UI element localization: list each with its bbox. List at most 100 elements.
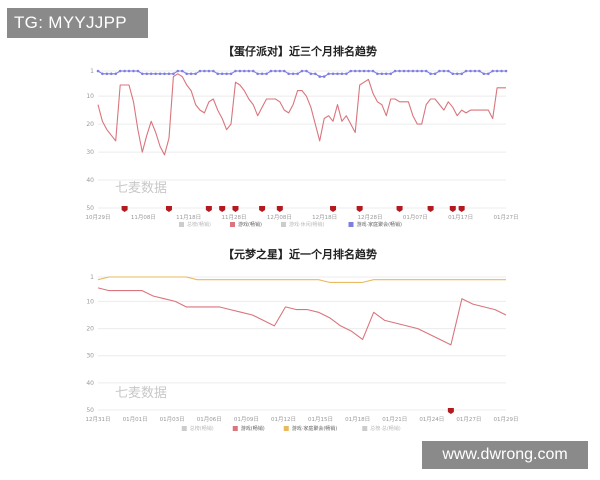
series-point [322,75,326,78]
series-point [389,72,392,76]
series-point [114,72,118,76]
series-point [176,69,180,73]
y-tick-label: 10 [86,93,94,100]
series-point [442,69,446,73]
y-tick-label: 20 [86,326,94,333]
site-watermark: www.dwrong.com [422,441,588,469]
event-marker [165,206,172,212]
x-tick-label: 11月28日 [222,214,247,221]
legend-swatch [230,222,235,227]
series-point [429,72,432,76]
chart-2-brand-watermark: 七麦数据 [115,386,167,401]
legend-label: 游戏(畅销) [238,221,262,228]
series-point [154,72,157,76]
series-point [486,72,490,76]
event-marker [356,206,363,212]
series-point [216,72,220,76]
x-tick-label: 11月18日 [176,214,201,221]
series-point [482,72,486,76]
series-point [203,69,206,73]
series-point [229,72,233,76]
series-point [287,72,290,76]
legend-label: 总榜(畅销) [190,425,214,432]
series-point [269,69,273,73]
series-point [118,69,122,73]
legend-label: 游戏·休闲(畅销) [289,221,325,228]
series-point [163,72,166,76]
x-tick-label: 01月17日 [448,214,473,221]
x-tick-label: 01月27日 [456,416,481,423]
x-tick-label: 01月29日 [494,416,519,423]
event-marker [121,206,128,212]
x-tick-label: 11月08日 [131,214,156,221]
series-point [411,69,415,73]
y-tick-label: 30 [86,353,94,360]
series-point [172,72,175,76]
event-marker [232,206,239,212]
y-tick-label: 1 [90,274,94,281]
series-point [136,69,140,73]
series-point [384,72,388,76]
series-point [96,69,100,73]
series-point [349,69,353,73]
series-point [318,75,322,78]
legend-swatch [362,426,368,431]
series-point [274,69,277,73]
series-point [198,69,202,73]
series-point [149,72,153,76]
y-tick-label: 10 [86,298,94,305]
telegram-watermark: TG: MYYJJPP [7,8,148,38]
series-point [407,69,410,73]
x-tick-label: 01月15日 [308,416,333,423]
x-tick-label: 01月06日 [197,416,222,423]
series-point [247,69,251,73]
series-point [424,69,428,73]
series-point [225,72,228,76]
series-point [491,69,494,73]
series-point [212,69,215,73]
series-point [251,69,255,73]
event-marker [427,206,434,212]
y-tick-label: 20 [86,121,94,128]
series-point [402,69,406,73]
series-point [460,72,463,76]
series-point [367,69,370,73]
legend-swatch [179,222,184,227]
event-marker [219,206,226,212]
series-point [455,72,459,76]
series-line-1 [97,276,506,283]
event-marker [276,206,283,212]
series-point [451,72,455,76]
series-point [438,69,441,73]
series-point [464,69,468,73]
series-point [398,69,401,73]
series-point [105,72,109,76]
x-tick-label: 01月12日 [271,416,296,423]
series-point [380,72,384,76]
series-point [158,72,162,76]
series-point [504,69,508,73]
y-tick-label: 40 [86,380,94,387]
series-point [180,69,184,73]
chart-1-brand-watermark: 七麦数据 [115,181,167,196]
series-point [207,69,211,73]
legend-swatch [232,426,238,431]
series-point [260,72,264,76]
event-marker [458,206,465,212]
x-tick-label: 01月18日 [345,416,370,423]
series-point [495,69,499,73]
series-point [345,72,348,76]
x-tick-label: 12月18日 [312,214,337,221]
series-point [500,69,503,73]
legend-label: 游戏·家庭聚会(畅销) [357,221,403,228]
series-point [194,72,197,76]
series-point [278,69,282,73]
series-point [132,69,135,73]
event-marker [449,206,456,212]
event-marker [259,206,266,212]
legend-label: 游戏·家庭聚会(畅销) [292,425,338,432]
event-marker [205,206,212,212]
series-point [340,72,344,76]
series-point [185,72,188,76]
series-point [291,72,295,76]
